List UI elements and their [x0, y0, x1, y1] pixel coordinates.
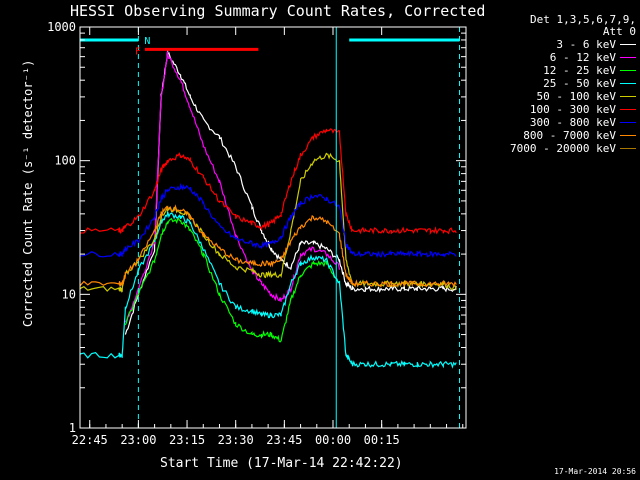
- x-tick-label: 23:15: [169, 433, 205, 447]
- legend-swatch: [620, 122, 636, 123]
- series-line-1: [124, 51, 341, 323]
- legend-item-label: 7000 - 20000 keV: [510, 142, 616, 155]
- observing-annotations: NF: [80, 27, 461, 428]
- series-line-3: [79, 211, 457, 369]
- x-tick-label: 00:00: [315, 433, 351, 447]
- plot-frame: [79, 26, 467, 429]
- legend-item: 25 - 50 keV: [482, 77, 636, 90]
- series-lines: [79, 50, 457, 369]
- generation-timestamp: 17-Mar-2014 20:56: [554, 467, 636, 476]
- legend-item: 100 - 300 keV: [482, 103, 636, 116]
- series-line-7: [79, 204, 457, 288]
- legend-swatch: [620, 109, 636, 110]
- y-tick-label: 10: [62, 287, 76, 301]
- legend-item-label: 300 - 800 keV: [529, 116, 616, 129]
- series-line-2: [124, 216, 340, 343]
- legend-item-label: 3 - 6 keV: [556, 38, 616, 51]
- legend-item: 7000 - 20000 keV: [482, 142, 636, 155]
- x-tick-label: 00:15: [364, 433, 400, 447]
- legend-detector-line: Det 1,3,5,6,7,9,: [530, 13, 636, 26]
- night-marker: N: [144, 36, 150, 47]
- legend-swatch: [620, 135, 636, 136]
- y-tick-label: 100: [54, 154, 76, 168]
- series-line-5: [79, 128, 457, 236]
- series-line-4: [79, 152, 457, 293]
- y-tick-label: 1000: [47, 20, 76, 34]
- y-axis-label: Corrected Count Rate (s⁻¹ detector⁻¹): [21, 59, 35, 327]
- legend-item-label: 12 - 25 keV: [543, 64, 616, 77]
- legend-swatch: [620, 70, 636, 71]
- legend-swatch: [620, 96, 636, 97]
- legend-item-label: 800 - 7000 keV: [523, 129, 616, 142]
- legend-item: 6 - 12 keV: [482, 51, 636, 64]
- series-line-0: [124, 50, 457, 335]
- x-tick-label: 22:45: [72, 433, 108, 447]
- legend-item: 300 - 800 keV: [482, 116, 636, 129]
- chart-title: HESSI Observing Summary Count Rates, Cor…: [70, 2, 486, 20]
- series-line-6: [79, 182, 457, 259]
- flare-marker: F: [135, 46, 141, 57]
- x-tick-label: 23:30: [218, 433, 254, 447]
- axis-ticks: 22:45 23:00 23:15 23:30 23:45 00:00 00:15 1 10 10…: [47, 20, 466, 447]
- legend-item-label: 6 - 12 keV: [549, 51, 616, 64]
- x-tick-label: 23:45: [266, 433, 302, 447]
- legend-item-label: 50 - 100 keV: [536, 90, 616, 103]
- legend-item: 50 - 100 keV: [482, 90, 636, 103]
- x-axis-label: Start Time (17-Mar-14 22:42:22): [160, 456, 403, 471]
- legend-item: 12 - 25 keV: [482, 64, 636, 77]
- legend-swatch: [620, 44, 636, 45]
- x-tick-label: 23:00: [120, 433, 156, 447]
- y-tick-label: 1: [69, 421, 76, 435]
- legend-item: 800 - 7000 keV: [482, 129, 636, 142]
- legend-item-label: 25 - 50 keV: [543, 77, 616, 90]
- legend-swatch: [620, 148, 636, 149]
- legend-item-label: 100 - 300 keV: [529, 103, 616, 116]
- legend-swatch: [620, 83, 636, 84]
- legend-attenuator-line: Att 0: [602, 25, 636, 38]
- legend-swatch: [620, 57, 636, 58]
- legend-item: 3 - 6 keV: [482, 38, 636, 51]
- legend: Det 1,3,5,6,7,9, Att 0 3 - 6 keV 6 - 12 k…: [482, 14, 636, 155]
